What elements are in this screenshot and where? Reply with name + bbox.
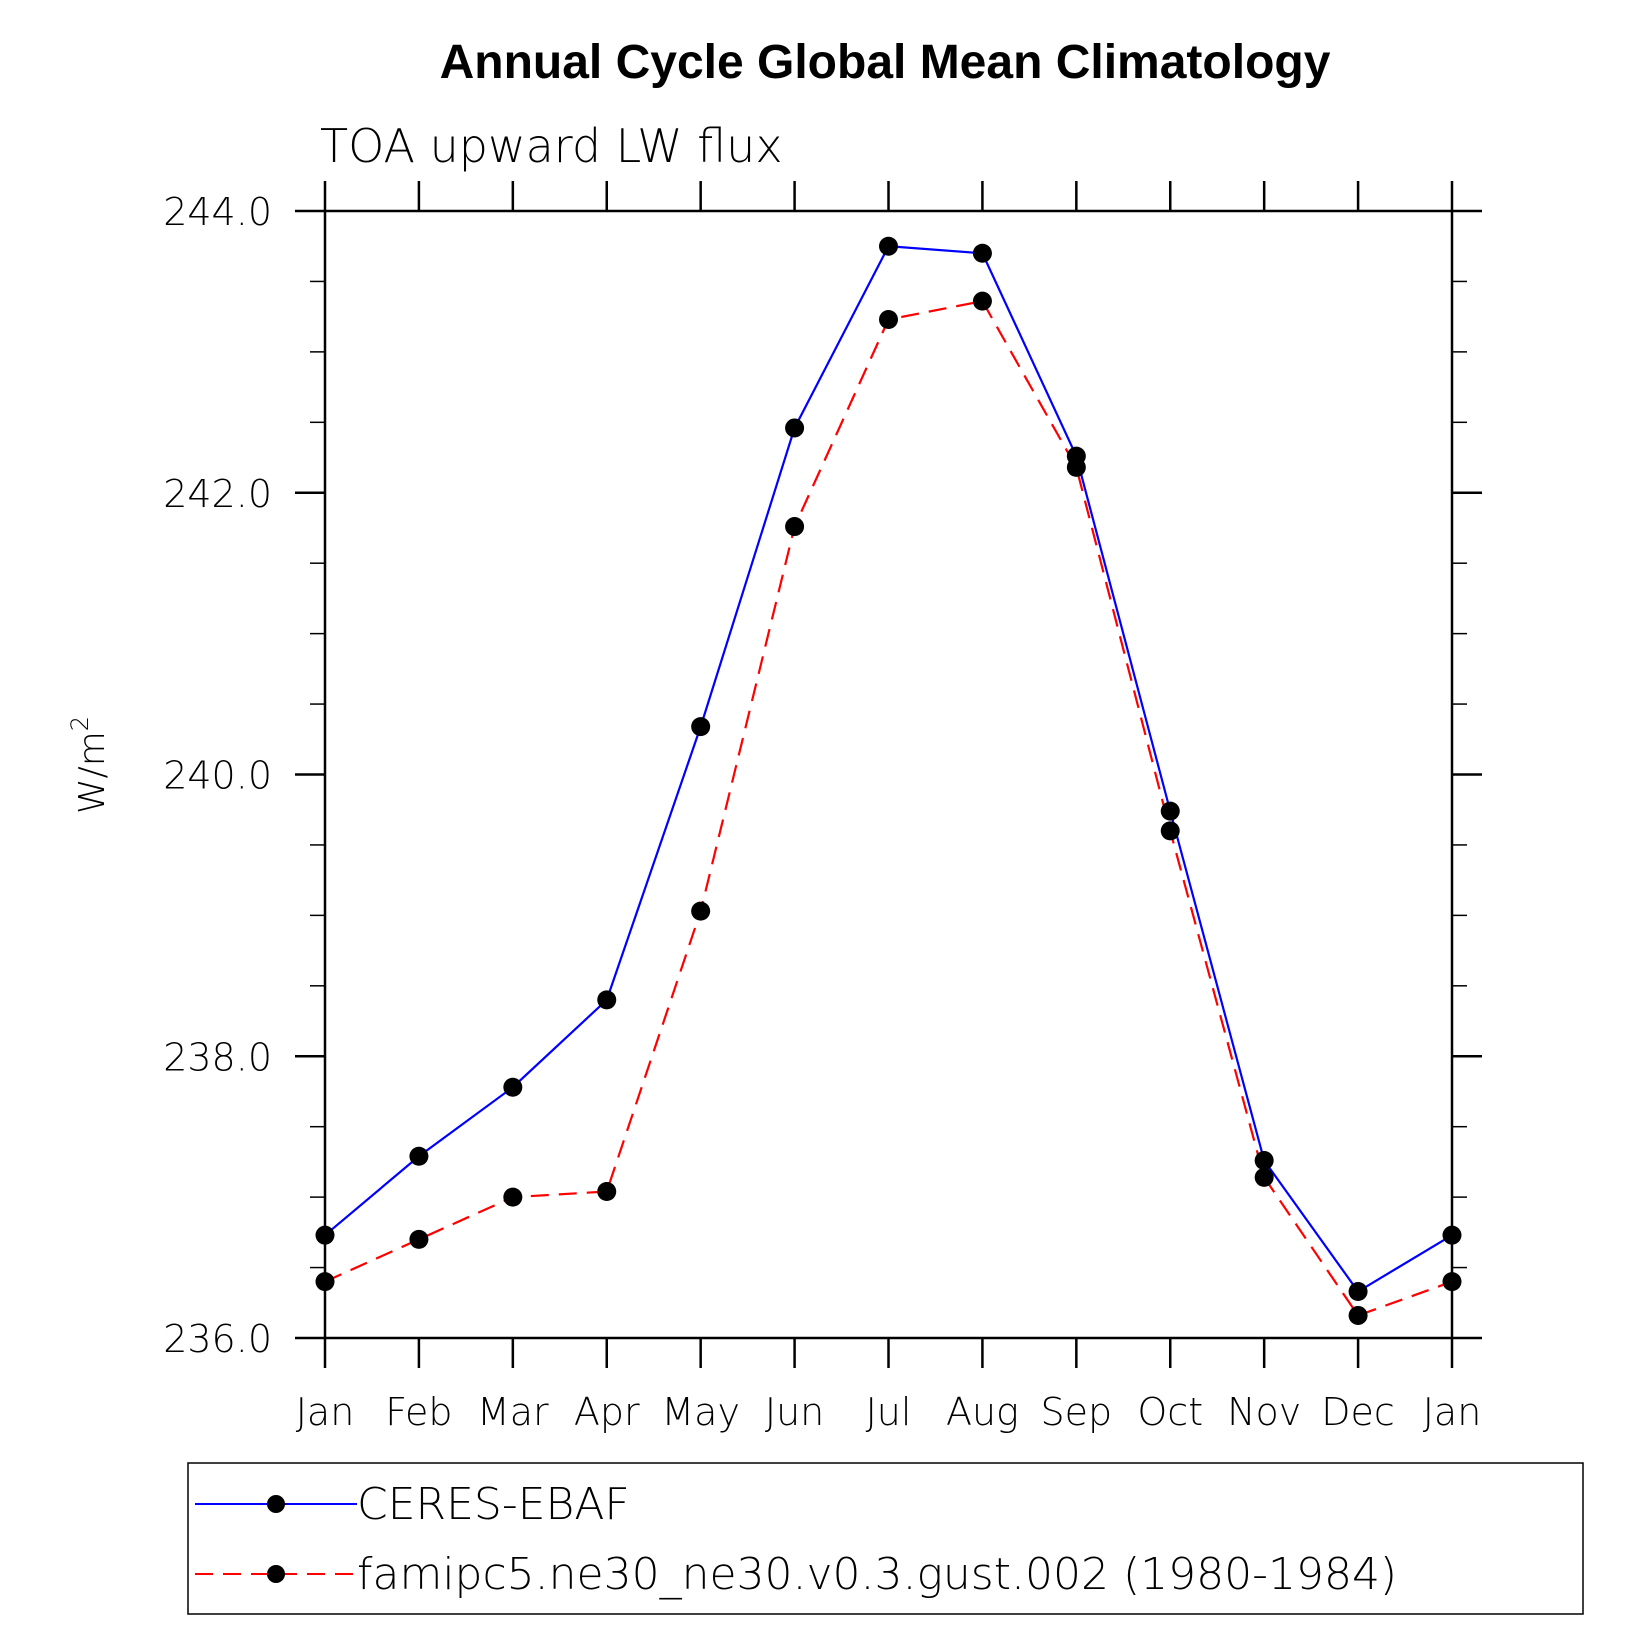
y-tick-label-1: 238.0 — [163, 1035, 272, 1079]
plot-frame — [323, 209, 1454, 1340]
svg-text:W/m2: W/m2 — [66, 716, 113, 814]
legend-box — [187, 1462, 1584, 1615]
x-tick-label-aug-7: Aug — [946, 1390, 1019, 1434]
y-axis-label-superscript: 2 — [66, 716, 94, 731]
data-point-famipc5-ne30-ne30-v0-3-gust-002-1980-1984-0 — [315, 1272, 335, 1292]
x-tick-label-feb-1: Feb — [385, 1390, 452, 1434]
data-point-famipc5-ne30-ne30-v0-3-gust-002-1980-1984-12 — [1442, 1272, 1462, 1292]
data-point-famipc5-ne30-ne30-v0-3-gust-002-1980-1984-10 — [1254, 1167, 1274, 1187]
data-point-famipc5-ne30-ne30-v0-3-gust-002-1980-1984-2 — [503, 1187, 523, 1207]
data-point-ceres-ebaf-4 — [691, 717, 711, 737]
x-tick-label-may-4: May — [661, 1390, 740, 1434]
x-tick-label-sep-8: Sep — [1041, 1390, 1113, 1434]
legend-label-ceres-ebaf: CERES-EBAF — [357, 1479, 630, 1530]
legend-marker-ceres-ebaf — [267, 1495, 285, 1513]
data-point-ceres-ebaf-5 — [785, 418, 805, 438]
x-tick-label-jan-12: Jan — [1423, 1390, 1482, 1434]
legend-label-famipc5: famipc5.ne30_ne30.v0.3.gust.002 (1980-19… — [357, 1549, 1397, 1600]
data-point-ceres-ebaf-11 — [1348, 1282, 1368, 1302]
y-axis-label-text: W/m — [72, 731, 113, 814]
series-line-ceres-ebaf — [324, 245, 1453, 1293]
data-point-famipc5-ne30-ne30-v0-3-gust-002-1980-1984-11 — [1348, 1305, 1368, 1325]
x-tick-label-mar-2: Mar — [477, 1390, 549, 1434]
y-axis-label: W/m2 — [66, 716, 113, 814]
data-point-famipc5-ne30-ne30-v0-3-gust-002-1980-1984-4 — [691, 901, 711, 921]
y-tick-label-4: 244.0 — [163, 190, 272, 234]
data-point-ceres-ebaf-0 — [315, 1225, 335, 1245]
data-point-ceres-ebaf-10 — [1254, 1150, 1274, 1170]
data-point-ceres-ebaf-2 — [503, 1077, 523, 1097]
x-tick-label-nov-10: Nov — [1227, 1390, 1301, 1434]
legend: CERES-EBAF famipc5.ne30_ne30.v0.3.gust.0… — [187, 1462, 1584, 1615]
series-layer — [315, 236, 1462, 1325]
chart-title: Annual Cycle Global Mean Climatology — [440, 36, 1331, 89]
data-point-ceres-ebaf-1 — [409, 1146, 429, 1166]
tick-labels: Jan Feb Mar Apr May Jun Jul Aug Sep Oct Nov Dec Jan 2… — [163, 190, 1481, 1434]
x-tick-label-apr-3: Apr — [574, 1390, 640, 1434]
legend-marker-famipc5 — [267, 1565, 285, 1583]
data-point-famipc5-ne30-ne30-v0-3-gust-002-1980-1984-3 — [597, 1181, 617, 1201]
data-point-ceres-ebaf-12 — [1442, 1225, 1462, 1245]
data-point-famipc5-ne30-ne30-v0-3-gust-002-1980-1984-6 — [879, 309, 898, 329]
data-point-famipc5-ne30-ne30-v0-3-gust-002-1980-1984-8 — [1066, 457, 1086, 477]
data-point-famipc5-ne30-ne30-v0-3-gust-002-1980-1984-5 — [785, 517, 805, 537]
chart-subtitle: TOA upward LW flux — [320, 119, 783, 173]
data-point-famipc5-ne30-ne30-v0-3-gust-002-1980-1984-1 — [409, 1229, 429, 1249]
plot-axes — [295, 181, 1482, 1368]
x-tick-label-oct-9: Oct — [1137, 1390, 1203, 1434]
data-point-ceres-ebaf-7 — [972, 243, 992, 263]
data-point-ceres-ebaf-3 — [597, 990, 617, 1010]
series-line-famipc5-ne30-ne30-v0-3-gust-002-1980-1984 — [324, 299, 1453, 1317]
data-point-ceres-ebaf-6 — [879, 236, 898, 256]
x-tick-label-jul-6: Jul — [866, 1390, 912, 1434]
y-tick-label-3: 242.0 — [163, 472, 272, 516]
y-tick-label-2: 240.0 — [163, 754, 272, 798]
x-tick-label-dec-11: Dec — [1321, 1390, 1395, 1434]
data-point-ceres-ebaf-9 — [1160, 801, 1180, 821]
y-tick-label-0: 236.0 — [163, 1317, 272, 1361]
data-point-famipc5-ne30-ne30-v0-3-gust-002-1980-1984-7 — [972, 291, 992, 311]
data-point-famipc5-ne30-ne30-v0-3-gust-002-1980-1984-9 — [1160, 821, 1180, 841]
x-tick-label-jun-5: Jun — [765, 1390, 824, 1434]
x-tick-label-jan-0: Jan — [296, 1390, 355, 1434]
